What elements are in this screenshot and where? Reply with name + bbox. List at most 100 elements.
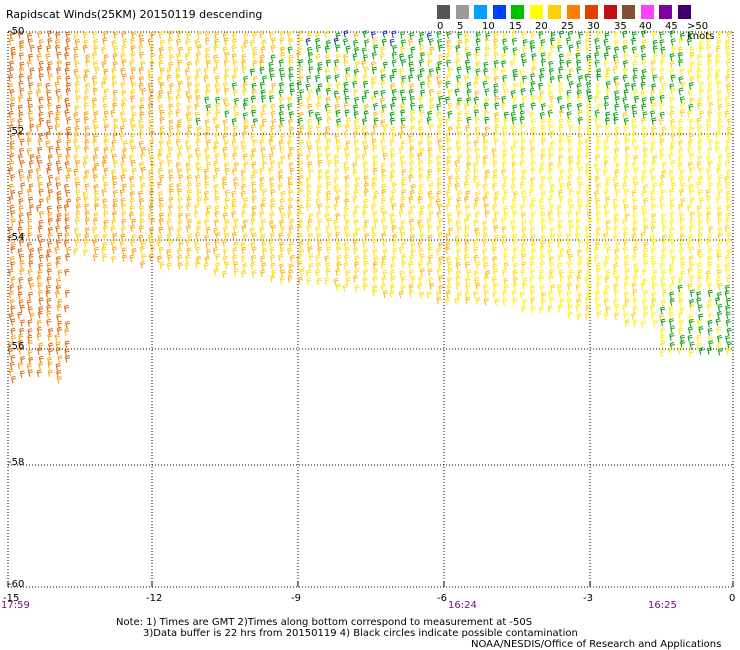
wind-barb [64,52,70,61]
wind-barb [575,304,581,312]
wind-barb [138,190,144,199]
wind-barb [473,254,479,263]
wind-barb [614,248,620,257]
wind-barb [205,60,212,68]
wind-barb [594,246,600,255]
wind-barb [120,67,126,76]
wind-barb [363,182,370,191]
wind-barb [66,139,72,148]
wind-barb [409,254,415,263]
wind-barb [493,210,500,219]
wind-barb [167,211,173,220]
wind-barb [252,31,258,40]
wind-barb [150,131,156,139]
wind-barb [632,319,639,328]
wind-barb [271,119,277,127]
wind-barb [634,240,640,248]
lon-label: -3 [583,593,593,604]
wind-barb [55,111,61,120]
wind-barb [501,82,508,91]
wind-barb [250,262,256,270]
wind-barb [287,211,293,220]
wind-barb [484,210,490,218]
wind-barb [501,226,507,234]
legend-label: 15 [509,21,522,32]
wind-barb [540,153,546,161]
wind-barb [46,196,52,204]
wind-barb [185,38,191,47]
wind-barb [466,269,472,278]
wind-barb [280,133,286,142]
wind-barb [437,124,443,132]
wind-barb [426,260,432,269]
wind-barb [650,196,656,205]
wind-barb [261,131,267,140]
wind-barb [129,183,135,192]
wind-barb [56,196,62,205]
wind-barb [401,96,407,105]
wind-barb [168,226,174,234]
wind-barb [688,246,695,255]
wind-barb [177,254,183,263]
wind-barb [176,88,182,96]
wind-barb [624,146,630,154]
wind-barb [688,318,694,327]
wind-barb [372,261,378,270]
wind-barb [501,52,507,61]
wind-barb [540,191,547,199]
wind-barb [456,117,462,126]
wind-barb [343,59,349,68]
wind-barb [531,59,537,68]
wind-barb [494,298,500,307]
wind-barb [585,30,591,39]
wind-barb [632,212,638,221]
wind-barb [242,204,248,212]
wind-barb [9,60,15,69]
wind-barb [223,126,229,134]
wind-barb [568,155,574,163]
wind-barb [494,124,500,132]
wind-barb [400,80,406,89]
wind-barb [474,116,480,125]
wind-barb [196,197,203,205]
wind-barb [213,268,219,276]
wind-barb [372,248,378,257]
wind-barb [622,247,629,255]
wind-barb [485,270,491,279]
wind-barb [706,44,712,53]
wind-barb [558,154,564,162]
wind-barb [168,54,174,62]
wind-barb [669,53,675,61]
wind-barb [298,66,304,75]
wind-barb [83,74,89,82]
wind-barb [56,370,62,378]
wind-barb [150,53,156,61]
wind-barb [445,189,452,198]
wind-barb [224,162,230,170]
grid-lines [7,31,734,588]
wind-barb [334,59,340,67]
wind-barb [408,54,414,62]
wind-barb [204,218,210,227]
wind-barb [438,241,444,250]
wind-barb [298,240,304,249]
wind-barb [622,74,628,83]
wind-barb [345,152,351,161]
wind-barb [631,138,637,147]
wind-barb [287,275,293,283]
wind-barb [279,146,285,154]
wind-barb [631,282,637,290]
wind-barb [298,139,305,148]
wind-barb [401,260,407,269]
wind-barb [215,109,221,118]
wind-barb [343,241,349,249]
wind-barb [362,240,368,249]
wind-barb [577,116,583,125]
wind-barb [456,292,463,300]
wind-barb [38,355,44,364]
wind-barb [206,161,212,170]
wind-barb [307,246,313,254]
wind-barb [457,111,463,119]
wind-barb [717,342,723,350]
wind-barb [334,176,340,185]
